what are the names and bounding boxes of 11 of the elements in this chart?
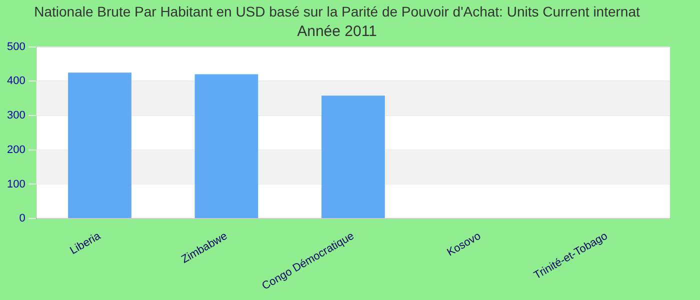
chart-subtitle: Année 2011 (297, 22, 377, 40)
chart-title: Nationale Brute Par Habitant en USD basé sur la Parité de Pouvoir d'Achat: Units Current internat (34, 3, 640, 20)
y-tick-label: 0 (19, 212, 26, 225)
bar (321, 96, 385, 218)
bar (194, 74, 258, 218)
bar (68, 72, 132, 218)
y-tick-label: 500 (6, 40, 26, 53)
y-tick-label: 400 (6, 75, 26, 88)
y-tick-label: 200 (6, 144, 26, 156)
y-tick-label: 300 (6, 110, 26, 122)
y-tick-label: 100 (6, 178, 26, 190)
